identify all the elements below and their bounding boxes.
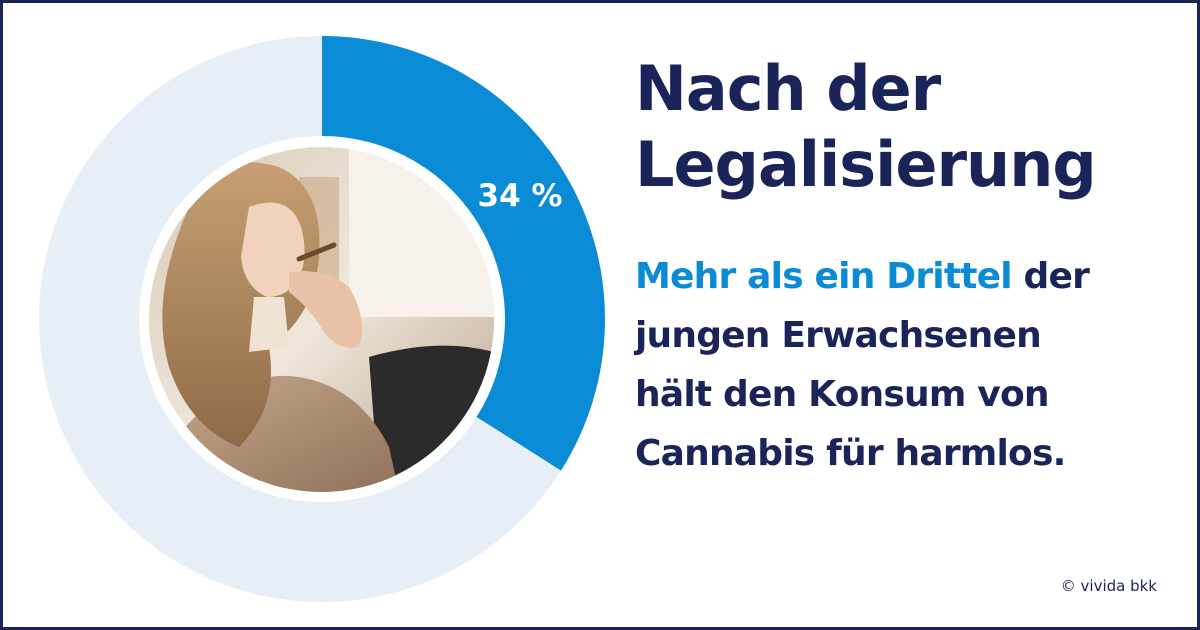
statement-line-2: jungen Erwachsenen (635, 315, 1042, 356)
headline-line-1: Nach der (635, 52, 941, 125)
statement-text: Mehr als ein Drittel der jungen Erwachse… (635, 247, 1195, 483)
donut-slice-1 (322, 36, 605, 471)
donut-slices (38, 36, 605, 602)
slice-label-34: 34 % (478, 178, 563, 214)
statement-line-4: Cannabis für harmlos. (635, 433, 1066, 474)
statement-line-3: hält den Konsum von (635, 374, 1050, 415)
statement-line-1-rest: der (1011, 256, 1090, 297)
donut-chart: 34 % (38, 36, 605, 602)
photo-illustration (149, 147, 494, 492)
statement-line-1: Mehr als ein Drittel der (635, 247, 1195, 306)
headline: Nach der Legalisierung (635, 51, 1195, 203)
woman-smoking-photo (149, 147, 494, 492)
donut-slice-2 (38, 36, 561, 602)
copyright-notice: © vivida bkk (1060, 577, 1157, 595)
statement-highlight: Mehr als ein Drittel (635, 256, 1013, 297)
headline-line-2: Legalisierung (635, 128, 1097, 201)
